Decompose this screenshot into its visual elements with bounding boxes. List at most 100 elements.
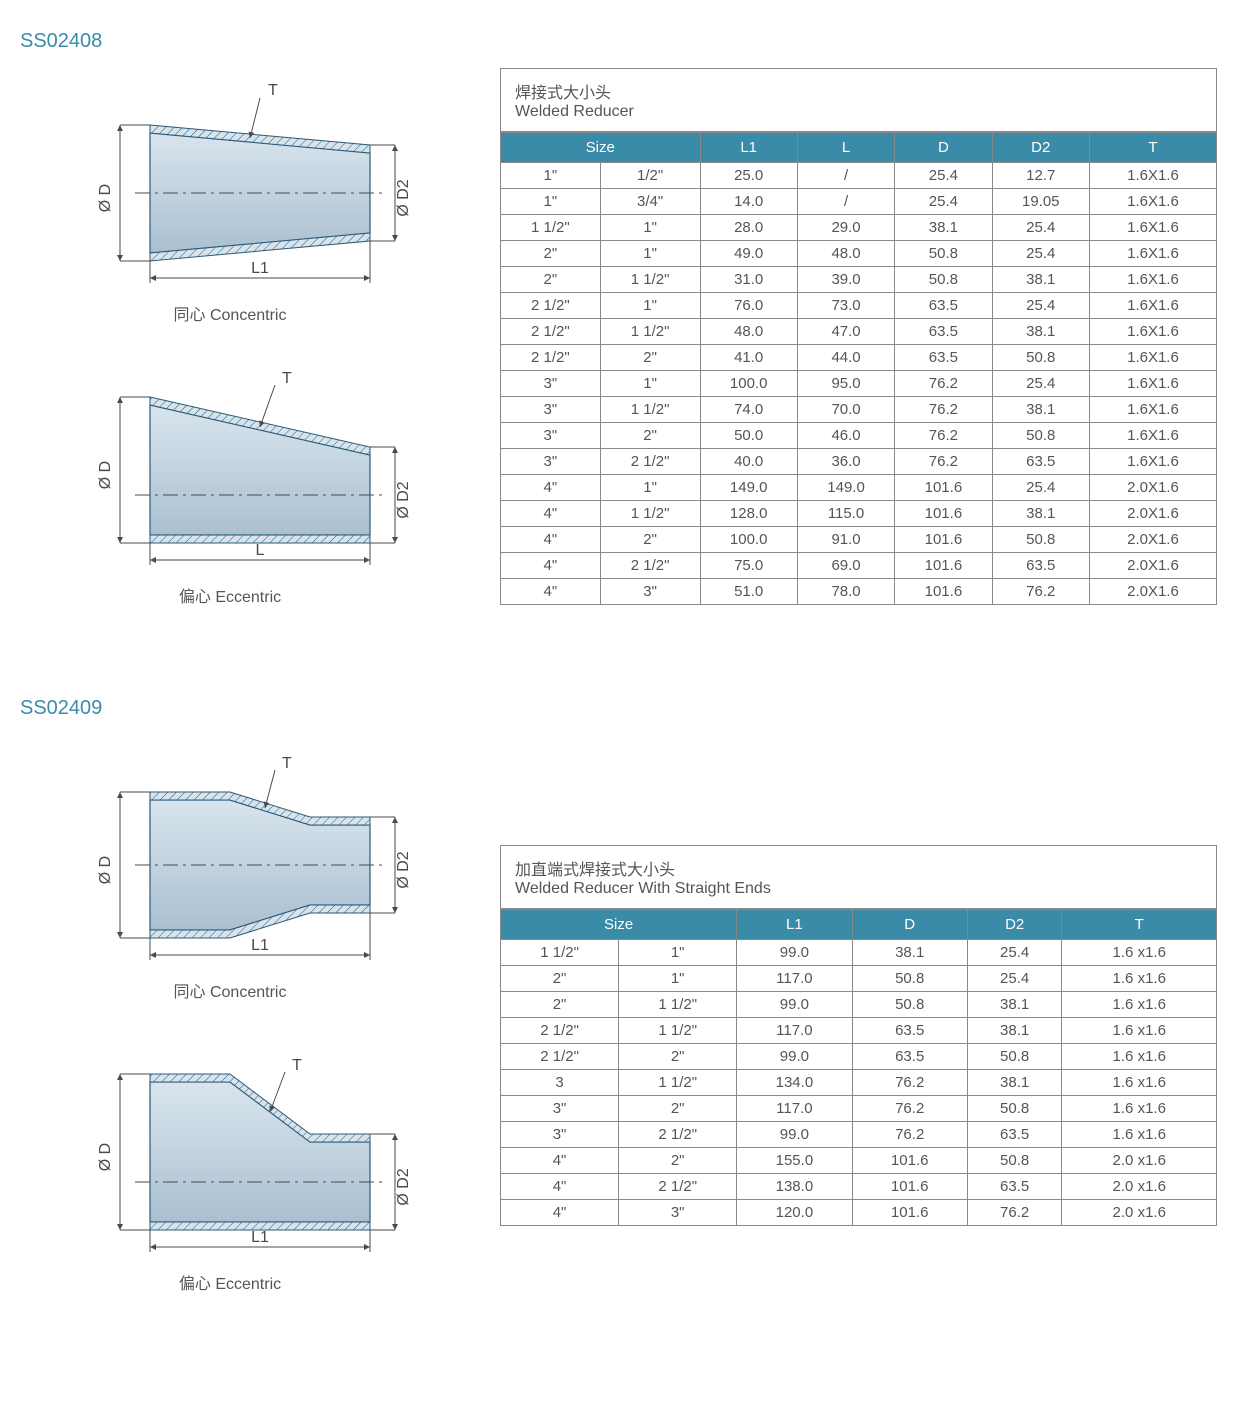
table-cell: 73.0 [797, 293, 894, 319]
table-row: 4"3"51.078.0101.676.22.0X1.6 [501, 579, 1217, 605]
table-cell: 69.0 [797, 553, 894, 579]
table-cell: 2" [600, 527, 700, 553]
table-cell: 1.6X1.6 [1089, 371, 1216, 397]
table-cell: 41.0 [700, 345, 797, 371]
table-cell: 2 1/2" [501, 345, 601, 371]
table-row: 4"2 1/2"75.069.0101.663.52.0X1.6 [501, 553, 1217, 579]
table-cell: 1 1/2" [619, 992, 737, 1018]
table-cell: 38.1 [967, 992, 1062, 1018]
table-cell: 128.0 [700, 501, 797, 527]
table-cell: 2" [501, 267, 601, 293]
svg-text:T: T [282, 755, 292, 772]
table-cell: 2 1/2" [501, 293, 601, 319]
table-cell: 76.2 [992, 579, 1089, 605]
table-cell: 2 1/2" [619, 1122, 737, 1148]
table-cell: 3/4" [600, 189, 700, 215]
table-cell: 2" [600, 423, 700, 449]
svg-text:Ø D2: Ø D2 [395, 851, 410, 888]
table-cell: 50.8 [895, 267, 992, 293]
table-header: L1 [700, 133, 797, 163]
table-cell: 3 [501, 1070, 619, 1096]
table-row: 3"2 1/2"99.076.263.51.6 x1.6 [501, 1122, 1217, 1148]
table-cell: 1 1/2" [600, 397, 700, 423]
table-row: 1"3/4"14.0/25.419.051.6X1.6 [501, 189, 1217, 215]
table-cell: 75.0 [700, 553, 797, 579]
table-cell: 1" [600, 371, 700, 397]
table-cell: 117.0 [737, 1018, 852, 1044]
table-cell: 2.0 x1.6 [1062, 1174, 1217, 1200]
table-cell: 25.4 [895, 163, 992, 189]
svg-text:L: L [256, 542, 265, 559]
table-cell: 50.8 [992, 423, 1089, 449]
spec-table-1: SizeL1LDD2T 1"1/2"25.0/25.412.71.6X1.61"… [500, 132, 1217, 605]
table-cell: 2" [619, 1096, 737, 1122]
table-row: 4"2 1/2"138.0101.663.52.0 x1.6 [501, 1174, 1217, 1200]
table-cell: 31.0 [700, 267, 797, 293]
table-cell: 76.0 [700, 293, 797, 319]
table-cell: 36.0 [797, 449, 894, 475]
table-cell: 38.1 [992, 319, 1089, 345]
table-cell: 76.2 [895, 423, 992, 449]
table-cell: 4" [501, 1200, 619, 1226]
table-cell: 1 1/2" [600, 319, 700, 345]
table-cell: 2.0X1.6 [1089, 501, 1216, 527]
table-cell: 50.8 [992, 345, 1089, 371]
table-cell: 117.0 [737, 1096, 852, 1122]
table-cell: 2.0 x1.6 [1062, 1148, 1217, 1174]
table-cell: 1" [501, 163, 601, 189]
table-cell: 25.4 [992, 241, 1089, 267]
table-cell: 3" [600, 579, 700, 605]
table-header: D [852, 910, 967, 940]
table-cell: 70.0 [797, 397, 894, 423]
section-ss02409: SS02409 Ø D Ø D2 [20, 697, 1217, 1324]
table-cell: 38.1 [992, 267, 1089, 293]
diagram-label: 同心 Concentric [20, 301, 440, 325]
table-cell: 1.6X1.6 [1089, 423, 1216, 449]
table-cell: 14.0 [700, 189, 797, 215]
diagram-label: 偏心 Eccentric [20, 1270, 440, 1294]
table-cell: 99.0 [737, 940, 852, 966]
table-cell: 1.6X1.6 [1089, 293, 1216, 319]
table-cell: 25.4 [992, 475, 1089, 501]
table-cell: 44.0 [797, 345, 894, 371]
table-header: Size [501, 133, 701, 163]
svg-text:Ø D: Ø D [97, 856, 114, 884]
table-cell: 1 1/2" [619, 1018, 737, 1044]
table-cell: 39.0 [797, 267, 894, 293]
table-cell: 46.0 [797, 423, 894, 449]
table-cell: 76.2 [852, 1122, 967, 1148]
svg-text:Ø D2: Ø D2 [395, 1168, 410, 1205]
table-cell: 25.4 [992, 215, 1089, 241]
table-row: 2 1/2"2"41.044.063.550.81.6X1.6 [501, 345, 1217, 371]
table-cell: 63.5 [852, 1044, 967, 1070]
table-cell: 3" [501, 1122, 619, 1148]
table-cell: 91.0 [797, 527, 894, 553]
table-row: 1 1/2"1"99.038.125.41.6 x1.6 [501, 940, 1217, 966]
table-cell: 74.0 [700, 397, 797, 423]
table-cell: 115.0 [797, 501, 894, 527]
table-cell: 4" [501, 501, 601, 527]
table-cell: 25.4 [967, 966, 1062, 992]
svg-text:Ø D2: Ø D2 [395, 179, 410, 216]
table-row: 2"1 1/2"31.039.050.838.11.6X1.6 [501, 267, 1217, 293]
table-cell: 76.2 [852, 1096, 967, 1122]
table-cell: 2.0X1.6 [1089, 527, 1216, 553]
part-code: SS02408 [20, 30, 440, 53]
table-cell: 76.2 [852, 1070, 967, 1096]
table-row: 3"2"117.076.250.81.6 x1.6 [501, 1096, 1217, 1122]
table-cell: 63.5 [967, 1122, 1062, 1148]
table-title-cn: 焊接式大小头 [515, 79, 1202, 103]
table-cell: 4" [501, 553, 601, 579]
table-cell: 63.5 [852, 1018, 967, 1044]
svg-text:Ø D: Ø D [97, 1143, 114, 1171]
table-cell: 50.8 [967, 1044, 1062, 1070]
table-cell: 76.2 [895, 397, 992, 423]
table-cell: 1" [600, 293, 700, 319]
table-cell: 99.0 [737, 1044, 852, 1070]
table-cell: 1.6 x1.6 [1062, 1070, 1217, 1096]
table-cell: 1.6X1.6 [1089, 319, 1216, 345]
table-cell: 2" [501, 966, 619, 992]
table-cell: 1.6X1.6 [1089, 397, 1216, 423]
table-cell: 63.5 [992, 449, 1089, 475]
table-row: 3"2"50.046.076.250.81.6X1.6 [501, 423, 1217, 449]
